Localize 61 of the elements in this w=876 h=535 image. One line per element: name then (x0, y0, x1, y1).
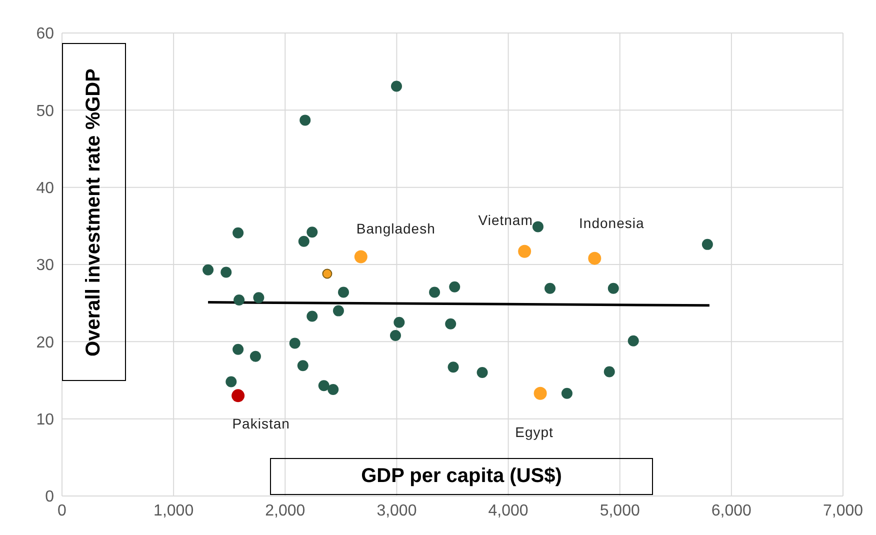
point (604, 366, 615, 378)
y-tick-label: 60 (36, 26, 54, 43)
point (394, 316, 405, 328)
point (328, 384, 339, 396)
point (354, 250, 368, 264)
point (232, 344, 244, 355)
point (429, 286, 440, 298)
point (202, 264, 214, 276)
y-tick-label: 40 (36, 180, 54, 198)
point (338, 286, 349, 298)
y-tick-label: 0 (45, 488, 54, 506)
point (232, 227, 244, 238)
point (250, 350, 261, 362)
point (297, 360, 308, 372)
point (253, 292, 264, 304)
annotation: Egypt (515, 424, 554, 440)
point (318, 380, 330, 392)
point (234, 294, 245, 306)
y-tick-label: 10 (36, 412, 54, 429)
point (702, 238, 713, 250)
x-axis-title: GDP per capita (US$) (270, 458, 653, 495)
point (332, 305, 344, 316)
point (300, 114, 311, 126)
point (298, 236, 310, 247)
point (449, 281, 460, 292)
x-tick-label: 5,000 (600, 502, 640, 520)
point (534, 386, 547, 400)
point (390, 330, 401, 341)
x-tick-label: 6,000 (711, 502, 752, 520)
x-tick-label: 4,000 (488, 502, 528, 520)
point (322, 268, 332, 279)
point (532, 221, 544, 232)
point (448, 362, 459, 373)
point (518, 244, 532, 258)
y-tick-label: 50 (36, 102, 54, 120)
point (608, 282, 619, 294)
point (628, 335, 639, 346)
x-tick-label: 3,000 (376, 502, 417, 520)
y-tick-label: 20 (36, 334, 54, 352)
point (306, 310, 318, 322)
point (390, 80, 402, 92)
point (306, 226, 318, 238)
annotation: Indonesia (579, 215, 644, 232)
point (232, 389, 245, 402)
x-tick-label: 0 (58, 502, 67, 520)
annotation: Bangladesh (356, 220, 436, 236)
point (220, 266, 232, 278)
x-tick-label: 1,000 (154, 502, 194, 520)
point (561, 388, 572, 399)
y-axis-title: Overall investment rate %GDP (82, 68, 106, 356)
point (476, 367, 488, 378)
annotation: Pakistan (232, 415, 290, 432)
x-tick-label: 2,000 (265, 502, 306, 520)
point (544, 282, 556, 294)
annotation: Vietnam (478, 212, 533, 228)
point (588, 252, 602, 265)
point (445, 318, 456, 330)
y-tick-label: 30 (36, 257, 54, 274)
x-tick-label: 7,000 (822, 502, 864, 520)
point (289, 338, 300, 349)
point (226, 376, 237, 388)
